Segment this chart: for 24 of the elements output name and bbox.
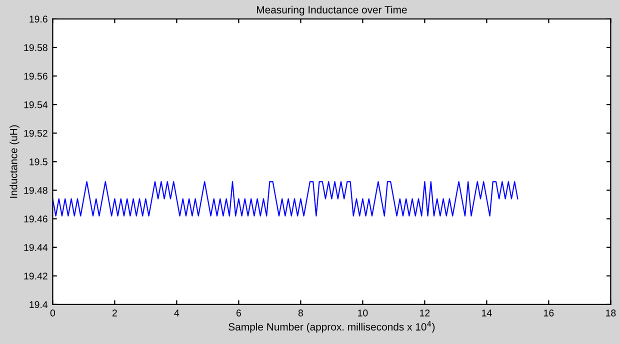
y-axis-title: Inductance (uH) bbox=[10, 125, 20, 198]
y-tick-label: 19.54 bbox=[24, 101, 48, 108]
y-tick-label: 19.42 bbox=[24, 272, 48, 280]
y-tick-label: 19.46 bbox=[24, 216, 48, 222]
x-axis-title: Sample Number (approx. milliseconds x 10$^{4}$) bbox=[228, 321, 435, 333]
x-tick-label: 6 bbox=[236, 310, 241, 316]
x-tick-label: 4 bbox=[174, 310, 180, 316]
x-tick-label: 12 bbox=[420, 310, 430, 316]
y-tick-label: 19.52 bbox=[24, 130, 48, 137]
y-tick-label: 19.56 bbox=[24, 72, 48, 80]
x-tick-label: 8 bbox=[298, 310, 303, 316]
x-tick-label: 16 bbox=[544, 310, 554, 316]
y-tick-label: 19.4 bbox=[30, 301, 48, 308]
y-tick-label: 19.44 bbox=[24, 244, 48, 251]
x-tick-label: 14 bbox=[482, 310, 492, 316]
y-tick-label: 19.58 bbox=[24, 44, 48, 52]
y-tick-label: 19.48 bbox=[24, 186, 48, 194]
y-tick-label: 19.6 bbox=[30, 16, 48, 23]
chart-title: Measuring Inductance over Time bbox=[257, 6, 407, 16]
y-tick-label: 19.5 bbox=[30, 158, 48, 166]
x-tick-label: 18 bbox=[606, 310, 616, 316]
x-tick-label: 0 bbox=[50, 310, 56, 316]
x-tick-label: 10 bbox=[358, 310, 368, 316]
x-tick-label: 2 bbox=[112, 310, 117, 316]
